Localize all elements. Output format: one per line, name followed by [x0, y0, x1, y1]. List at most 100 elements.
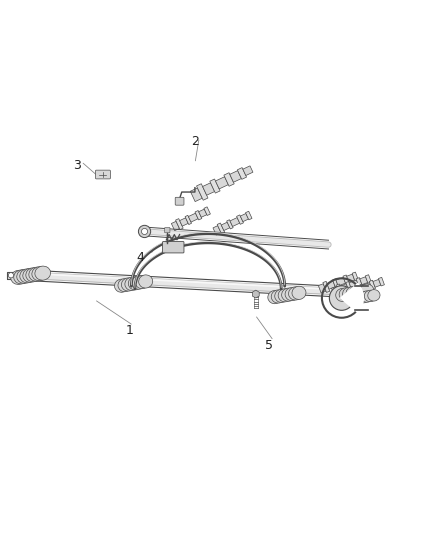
Ellipse shape — [35, 266, 51, 280]
Circle shape — [138, 225, 151, 238]
Ellipse shape — [285, 287, 299, 301]
Polygon shape — [226, 220, 233, 229]
FancyBboxPatch shape — [175, 197, 184, 205]
Polygon shape — [340, 284, 348, 292]
Polygon shape — [191, 188, 202, 201]
Polygon shape — [204, 207, 210, 215]
Polygon shape — [217, 223, 225, 234]
Ellipse shape — [139, 275, 153, 288]
Text: 4: 4 — [136, 251, 144, 264]
Ellipse shape — [347, 293, 359, 305]
Ellipse shape — [343, 287, 357, 300]
Polygon shape — [237, 215, 244, 224]
Polygon shape — [336, 277, 346, 286]
Circle shape — [329, 286, 354, 310]
Ellipse shape — [364, 290, 377, 302]
Polygon shape — [199, 209, 207, 217]
Ellipse shape — [289, 287, 303, 300]
Ellipse shape — [292, 286, 306, 300]
FancyBboxPatch shape — [95, 170, 110, 179]
Ellipse shape — [23, 268, 39, 282]
Polygon shape — [240, 214, 248, 222]
Polygon shape — [336, 284, 343, 295]
Ellipse shape — [29, 267, 45, 281]
Ellipse shape — [121, 278, 135, 291]
Polygon shape — [378, 277, 385, 286]
Polygon shape — [213, 225, 221, 235]
Polygon shape — [327, 281, 335, 289]
Polygon shape — [323, 281, 330, 293]
Circle shape — [141, 229, 148, 235]
Polygon shape — [215, 177, 228, 189]
Polygon shape — [171, 221, 180, 231]
Text: 2: 2 — [191, 135, 199, 148]
Ellipse shape — [275, 289, 289, 302]
Polygon shape — [362, 282, 372, 291]
Text: 5: 5 — [265, 339, 273, 352]
Ellipse shape — [268, 290, 282, 304]
Wedge shape — [342, 285, 363, 312]
Ellipse shape — [361, 291, 373, 302]
Polygon shape — [195, 211, 202, 220]
Polygon shape — [180, 218, 188, 226]
Ellipse shape — [135, 276, 149, 289]
Polygon shape — [318, 284, 326, 293]
Polygon shape — [243, 166, 253, 175]
Polygon shape — [349, 280, 359, 288]
Ellipse shape — [350, 293, 363, 304]
Ellipse shape — [271, 290, 285, 303]
Ellipse shape — [282, 288, 296, 301]
Ellipse shape — [114, 279, 128, 292]
Polygon shape — [188, 213, 198, 222]
Ellipse shape — [360, 284, 374, 297]
Polygon shape — [343, 275, 349, 285]
Ellipse shape — [278, 289, 292, 302]
Polygon shape — [203, 183, 215, 195]
Polygon shape — [369, 280, 375, 289]
FancyBboxPatch shape — [162, 241, 184, 253]
Polygon shape — [360, 277, 367, 285]
FancyBboxPatch shape — [165, 228, 170, 233]
Polygon shape — [224, 173, 234, 186]
Polygon shape — [176, 219, 183, 230]
Polygon shape — [230, 217, 240, 227]
Ellipse shape — [336, 288, 350, 302]
Polygon shape — [356, 278, 362, 287]
Polygon shape — [237, 167, 247, 179]
Ellipse shape — [357, 285, 371, 298]
Polygon shape — [352, 272, 358, 281]
Polygon shape — [349, 287, 356, 297]
Polygon shape — [347, 274, 354, 282]
Polygon shape — [332, 279, 339, 288]
Ellipse shape — [132, 276, 146, 289]
Ellipse shape — [354, 292, 366, 303]
Polygon shape — [210, 179, 220, 193]
Ellipse shape — [20, 269, 35, 283]
Ellipse shape — [118, 279, 132, 292]
Polygon shape — [230, 171, 241, 182]
Circle shape — [8, 273, 14, 278]
Polygon shape — [373, 279, 381, 287]
Polygon shape — [252, 290, 259, 298]
Polygon shape — [221, 222, 230, 231]
Ellipse shape — [339, 288, 353, 301]
Polygon shape — [185, 215, 191, 224]
Ellipse shape — [11, 270, 26, 285]
Ellipse shape — [17, 269, 32, 284]
Ellipse shape — [357, 292, 370, 303]
Polygon shape — [365, 274, 371, 284]
Ellipse shape — [14, 270, 29, 284]
Polygon shape — [7, 272, 21, 279]
Ellipse shape — [26, 268, 42, 282]
Polygon shape — [345, 289, 352, 298]
Ellipse shape — [368, 289, 380, 301]
Ellipse shape — [353, 285, 367, 298]
Text: 3: 3 — [73, 159, 81, 172]
Ellipse shape — [32, 266, 48, 281]
Polygon shape — [359, 284, 365, 293]
Polygon shape — [332, 286, 339, 296]
Ellipse shape — [125, 277, 139, 290]
Polygon shape — [246, 211, 252, 220]
Polygon shape — [197, 184, 208, 200]
Polygon shape — [346, 281, 352, 291]
